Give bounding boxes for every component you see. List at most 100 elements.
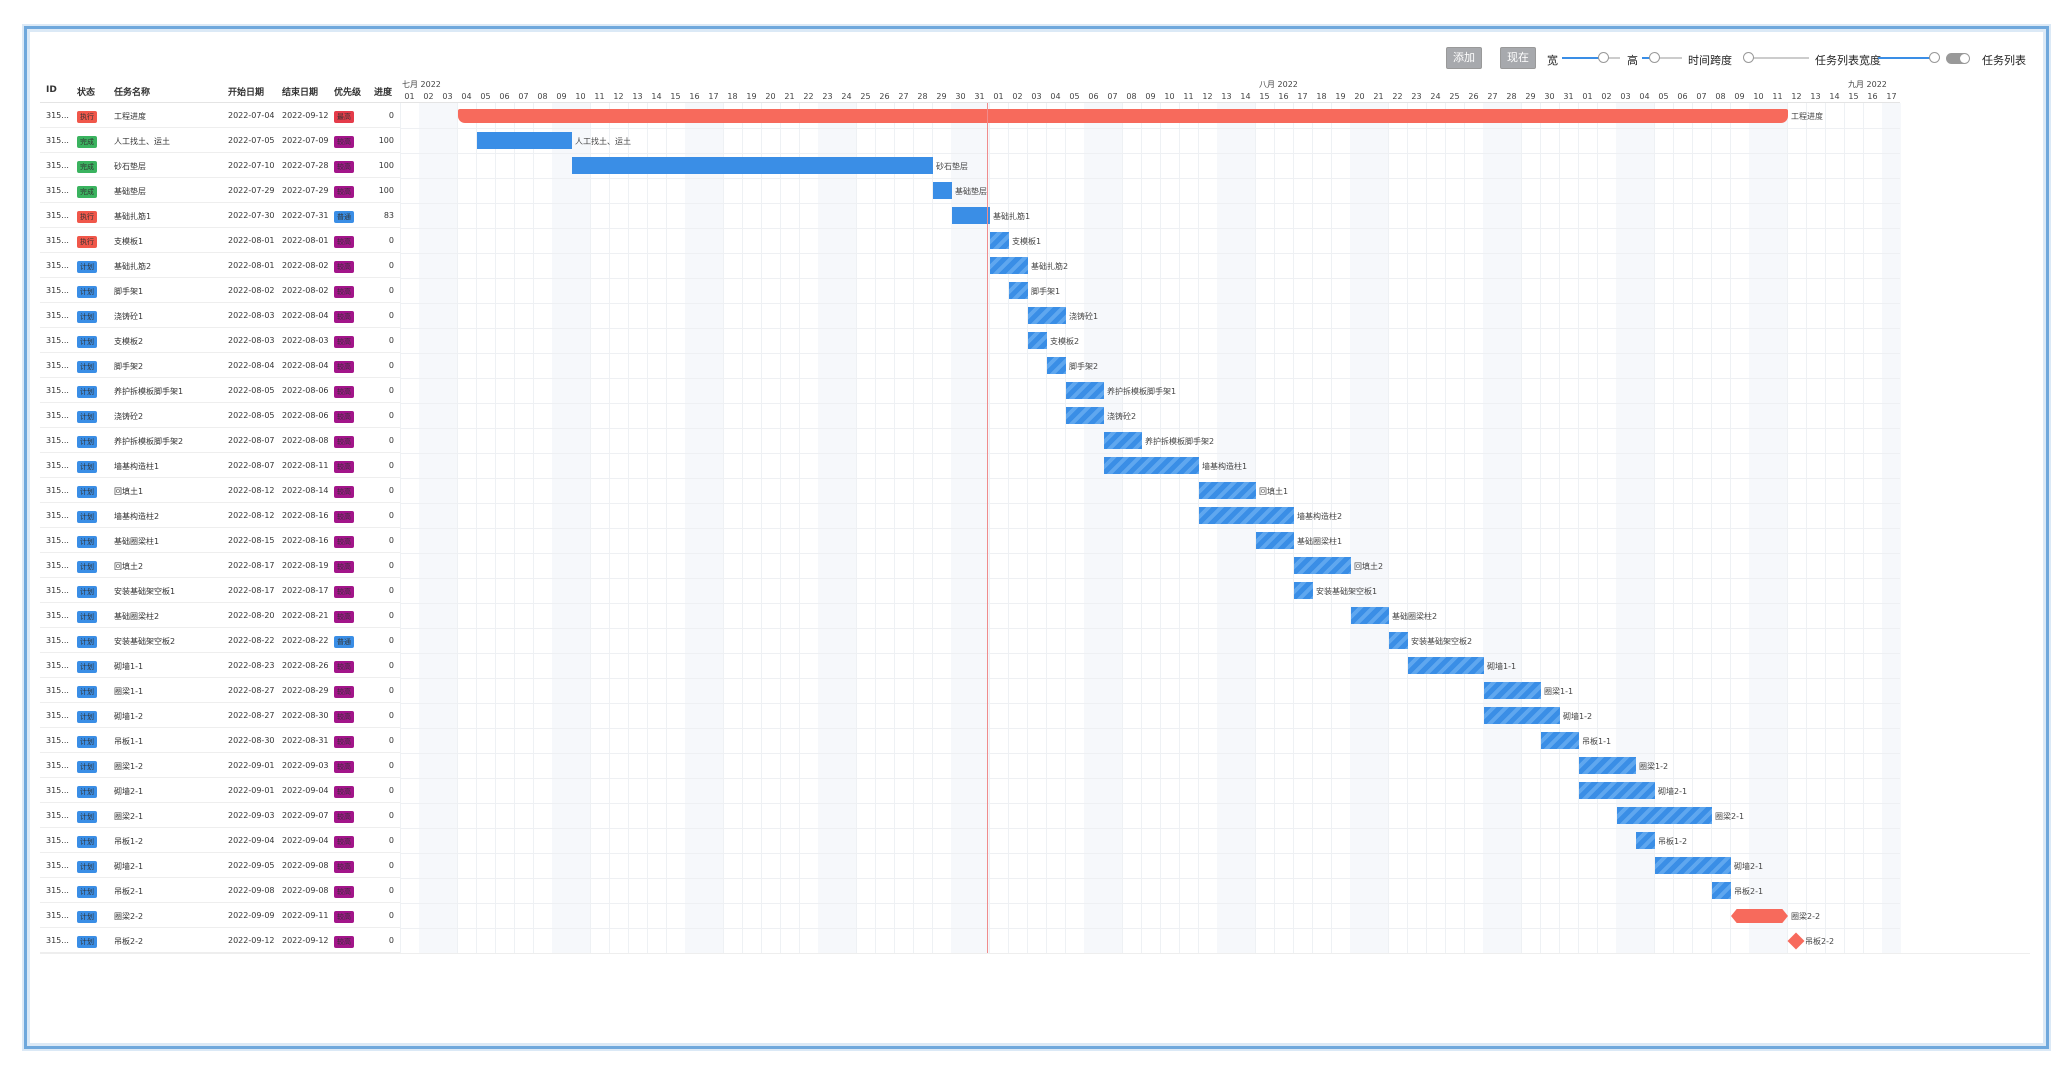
width-slider-knob[interactable]	[1597, 52, 1609, 63]
list-width-slider[interactable]	[1878, 52, 1940, 63]
table-row[interactable]: 315... 计划 支模板2 2022-08-03 2022-08-03 较高 0	[40, 328, 400, 353]
task-name: 砌墙2-1	[114, 787, 144, 796]
table-row[interactable]: 315... 完成 砂石垫层 2022-07-10 2022-07-28 较高 100	[40, 153, 400, 178]
table-row[interactable]: 315... 计划 浇铸砼1 2022-08-03 2022-08-04 较高 0	[40, 303, 400, 328]
table-row[interactable]: 315... 执行 工程进度 2022-07-04 2022-09-12 最高 0	[40, 103, 400, 128]
task-bar[interactable]	[1294, 582, 1313, 599]
task-bar[interactable]	[1066, 407, 1104, 424]
task-bar[interactable]	[1636, 832, 1655, 849]
table-row[interactable]: 315... 计划 安装基础架空板2 2022-08-22 2022-08-22 普通 0	[40, 628, 400, 653]
table-row[interactable]: 315... 计划 砌墙2-1 2022-09-01 2022-09-04 较高 0	[40, 778, 400, 803]
table-row[interactable]: 315... 计划 浇铸砼2 2022-08-05 2022-08-06 较高 0	[40, 403, 400, 428]
task-bar[interactable]	[1028, 332, 1047, 349]
end-date: 2022-09-12	[282, 936, 329, 945]
col-progress[interactable]: 进度	[374, 88, 393, 98]
table-row[interactable]: 315... 计划 基础圈梁柱1 2022-08-15 2022-08-16 较高 0	[40, 528, 400, 553]
task-bar[interactable]	[1731, 909, 1788, 923]
table-row[interactable]: 315... 计划 吊板2-1 2022-09-08 2022-09-08 较高 0	[40, 878, 400, 903]
task-bar[interactable]	[1066, 382, 1104, 399]
table-row[interactable]: 315... 计划 圈梁1-1 2022-08-27 2022-08-29 较高 0	[40, 678, 400, 703]
table-row[interactable]: 315... 计划 回填土1 2022-08-12 2022-08-14 较高 0	[40, 478, 400, 503]
table-row[interactable]: 315... 计划 吊板2-2 2022-09-12 2022-09-12 较高 0	[40, 928, 400, 953]
col-priority[interactable]: 优先级	[334, 88, 362, 98]
task-bar[interactable]	[1541, 732, 1579, 749]
task-bar-label: 脚手架1	[1031, 287, 1061, 296]
task-bar[interactable]	[458, 109, 1788, 123]
task-bar[interactable]	[1256, 532, 1294, 549]
time-span-slider[interactable]	[1743, 52, 1809, 63]
col-start[interactable]: 开始日期	[228, 88, 265, 98]
task-list-toggle[interactable]	[1946, 53, 1970, 64]
end-date: 2022-07-31	[282, 211, 329, 220]
table-row[interactable]: 315... 计划 安装基础架空板1 2022-08-17 2022-08-17 较高 0	[40, 578, 400, 603]
table-row[interactable]: 315... 计划 脚手架2 2022-08-04 2022-08-04 较高 0	[40, 353, 400, 378]
status-badge: 计划	[77, 761, 97, 773]
height-slider-knob[interactable]	[1649, 52, 1660, 63]
table-row[interactable]: 315... 计划 圈梁2-1 2022-09-03 2022-09-07 较高 0	[40, 803, 400, 828]
row-gridline	[400, 828, 1900, 829]
task-bar[interactable]	[990, 232, 1009, 249]
table-row[interactable]: 315... 计划 基础圈梁柱2 2022-08-20 2022-08-21 较高 0	[40, 603, 400, 628]
list-width-slider-knob[interactable]	[1928, 52, 1940, 63]
table-row[interactable]: 315... 执行 基础扎筋1 2022-07-30 2022-07-31 普通 83	[40, 203, 400, 228]
task-bar[interactable]	[1351, 607, 1389, 624]
task-bar[interactable]	[1294, 557, 1351, 574]
task-bar[interactable]	[952, 207, 990, 224]
table-row[interactable]: 315... 计划 基础扎筋2 2022-08-01 2022-08-02 较高 0	[40, 253, 400, 278]
table-row[interactable]: 315... 计划 墙基构造柱2 2022-08-12 2022-08-16 较高 0	[40, 503, 400, 528]
task-bar[interactable]	[1484, 682, 1541, 699]
col-status[interactable]: 状态	[77, 88, 96, 98]
end-date: 2022-08-21	[282, 611, 329, 620]
col-end[interactable]: 结束日期	[282, 88, 319, 98]
task-bar[interactable]	[1617, 807, 1712, 824]
time-span-slider-knob[interactable]	[1743, 52, 1755, 63]
table-row[interactable]: 315... 完成 人工找土、运土 2022-07-05 2022-07-09 较高 100	[40, 128, 400, 153]
table-row[interactable]: 315... 计划 砌墙1-1 2022-08-23 2022-08-26 较高 0	[40, 653, 400, 678]
table-row[interactable]: 315... 计划 回填土2 2022-08-17 2022-08-19 较高 0	[40, 553, 400, 578]
task-list-label: 任务列表	[1982, 54, 2026, 67]
task-bar[interactable]	[1028, 307, 1066, 324]
task-bar[interactable]	[990, 257, 1028, 274]
task-bar[interactable]	[1389, 632, 1408, 649]
table-row[interactable]: 315... 计划 脚手架1 2022-08-02 2022-08-02 较高 0	[40, 278, 400, 303]
task-bar-label: 基础圈梁柱1	[1297, 537, 1343, 546]
task-bar[interactable]	[933, 182, 952, 199]
task-bar[interactable]	[1655, 857, 1731, 874]
task-bar[interactable]	[1199, 507, 1294, 524]
width-label: 宽	[1547, 54, 1558, 67]
task-id: 315...	[46, 461, 69, 470]
task-bar[interactable]	[1104, 432, 1142, 449]
task-bar[interactable]	[1484, 707, 1560, 724]
table-row[interactable]: 315... 完成 基础垫层 2022-07-29 2022-07-29 较高 100	[40, 178, 400, 203]
task-bar[interactable]	[477, 132, 572, 149]
task-bar[interactable]	[1199, 482, 1256, 499]
task-bar[interactable]	[1579, 757, 1636, 774]
task-bar[interactable]	[1104, 457, 1199, 474]
table-row[interactable]: 315... 计划 圈梁1-2 2022-09-01 2022-09-03 较高 0	[40, 753, 400, 778]
task-name: 基础扎筋2	[114, 262, 152, 271]
width-slider[interactable]	[1562, 52, 1620, 63]
task-bar[interactable]	[1408, 657, 1484, 674]
col-name[interactable]: 任务名称	[114, 88, 151, 98]
table-row[interactable]: 315... 计划 养护拆模板脚手架1 2022-08-05 2022-08-06 较高 0	[40, 378, 400, 403]
table-row[interactable]: 315... 执行 支模板1 2022-08-01 2022-08-01 较高 0	[40, 228, 400, 253]
task-bar[interactable]	[1579, 782, 1655, 799]
add-button[interactable]: 添加	[1446, 47, 1482, 69]
status-badge: 计划	[77, 886, 97, 898]
table-row[interactable]: 315... 计划 圈梁2-2 2022-09-09 2022-09-11 较高 0	[40, 903, 400, 928]
table-row[interactable]: 315... 计划 吊板1-1 2022-08-30 2022-08-31 较高 0	[40, 728, 400, 753]
task-bar[interactable]	[1047, 357, 1066, 374]
table-row[interactable]: 315... 计划 砌墙2-1 2022-09-05 2022-09-08 较高 0	[40, 853, 400, 878]
table-row[interactable]: 315... 计划 养护拆模板脚手架2 2022-08-07 2022-08-08 较高 0	[40, 428, 400, 453]
col-id[interactable]: ID	[46, 85, 57, 95]
task-bar[interactable]	[1009, 282, 1028, 299]
task-bar[interactable]	[1787, 932, 1805, 950]
task-bar[interactable]	[1712, 882, 1731, 899]
table-row[interactable]: 315... 计划 墙基构造柱1 2022-08-07 2022-08-11 较高 0	[40, 453, 400, 478]
now-button[interactable]: 现在	[1500, 47, 1536, 69]
task-list-toggle-knob	[1960, 54, 1969, 63]
table-row[interactable]: 315... 计划 吊板1-2 2022-09-04 2022-09-04 较高 0	[40, 828, 400, 853]
task-bar[interactable]	[572, 157, 933, 174]
height-slider[interactable]	[1642, 52, 1682, 63]
table-row[interactable]: 315... 计划 砌墙1-2 2022-08-27 2022-08-30 较高 0	[40, 703, 400, 728]
